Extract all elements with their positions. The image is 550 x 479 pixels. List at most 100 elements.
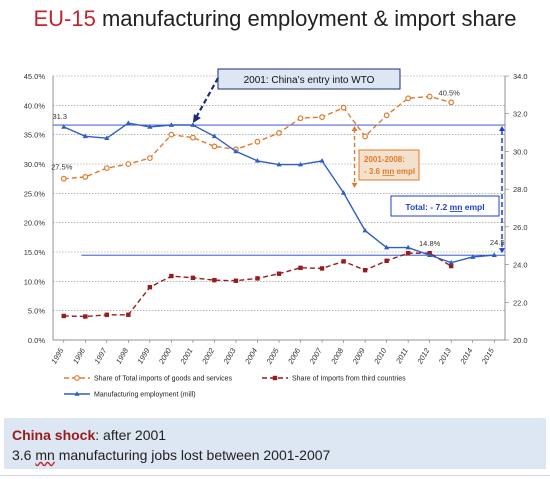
share-total-point [60, 175, 67, 182]
legend-item-employment-label: Manufacturing employment (mill) [94, 392, 196, 399]
share-total-point [405, 95, 412, 102]
x-tick-label: 1997 [92, 346, 109, 366]
share-third-point [298, 265, 303, 271]
y-left-tick-label: 20.0% [24, 219, 46, 228]
x-tick-label: 1999 [135, 346, 152, 366]
total-callout-text: Total: - 7.2 mn empl [405, 202, 484, 212]
x-tick-label: 2001 [178, 347, 195, 367]
x-tick-label: 2002 [200, 346, 217, 367]
total-callout-pre: Total: - 7.2 [405, 202, 449, 212]
y-right-tick-label: 20.0 [513, 336, 528, 345]
period-callout-line2-pre: - 3.6 [364, 167, 382, 176]
share-third-point [448, 263, 454, 269]
share-third-point [255, 276, 260, 281]
employment-point [362, 227, 368, 233]
employment-point [405, 244, 411, 250]
employment-point [125, 120, 131, 125]
caption-box: China shock: after 2001 3.6 mn manufactu… [4, 418, 546, 469]
x-tick-label: 2012 [415, 346, 432, 367]
x-tick-label: 2010 [372, 346, 389, 367]
share-total-point [426, 93, 433, 100]
total-arrow-head-bottom [499, 248, 505, 254]
employment-point [340, 190, 347, 195]
share-third-point [319, 266, 325, 271]
employment-point [491, 252, 497, 257]
caption-line2-unit: mn [35, 447, 55, 463]
caption-line2: 3.6 mn manufacturing jobs lost between 2… [12, 447, 330, 463]
share-total-point [190, 134, 196, 141]
total-arrow-head-top [499, 126, 505, 132]
caption-line1: China shock: after 2001 [12, 427, 166, 443]
legend-item-share-third: Share of Imports from third countries [262, 376, 406, 383]
legend-item-share-total-swatch-marker [74, 375, 80, 381]
employment-point [82, 133, 88, 139]
period-arrow-head-bottom [351, 182, 358, 188]
data-label-share-start: 27.5% [51, 163, 73, 172]
share-total-point [448, 99, 455, 106]
share-total-point [340, 104, 347, 111]
data-label-emp-start: 31.3 [52, 112, 67, 121]
x-tick-label: 2006 [286, 346, 303, 367]
slide-title: EU-15 manufacturing employment & import … [0, 6, 550, 32]
share-third-point [147, 285, 153, 290]
y-left-tick-label: 40.0% [24, 101, 46, 110]
legend-item-share-total-label: Share of Total imports of goods and serv… [94, 376, 233, 383]
legend: Share of Total imports of goods and serv… [64, 375, 406, 399]
share-total-point [254, 138, 261, 145]
employment-point [448, 259, 454, 265]
total-callout-box [390, 195, 500, 217]
share-third-point [341, 259, 346, 264]
x-tick-label: 2003 [221, 346, 238, 367]
period-callout-line2: - 3.6 mn empl [364, 167, 415, 176]
employment-point [233, 148, 239, 154]
y-left-tick-label: 45.0% [24, 72, 46, 81]
reference-lines [53, 124, 505, 256]
employment-point [104, 135, 110, 141]
legend-item-share-third-label: Share of Imports from third countries [292, 376, 406, 383]
share-total-point [82, 174, 89, 180]
caption-line2-pre: 3.6 [12, 447, 36, 463]
period-callout-line2-post: empl [394, 167, 415, 176]
data-label-layer: 31.3 27.5% 40.5% 14.8% 24.5 [51, 88, 504, 248]
y-left-tick-label: 25.0% [24, 189, 46, 198]
share-third-point [61, 313, 66, 319]
employment-point [147, 124, 153, 129]
y-right-tick-label: 34.0 [513, 72, 528, 81]
employment-point [254, 158, 261, 163]
period-callout-box [358, 149, 420, 181]
x-tick-label: 1996 [71, 346, 88, 366]
y-right-tick-label: 30.0 [513, 147, 528, 156]
share-third-point [233, 278, 239, 283]
wto-arrow-line [195, 77, 219, 117]
x-tick-label: 2007 [307, 346, 324, 367]
share-third-point [169, 273, 174, 279]
employment-point [319, 158, 325, 163]
data-label-share-end: 40.5% [439, 88, 461, 97]
share-third-point [362, 267, 368, 273]
y-left-tick-label: 0.0% [28, 336, 45, 345]
x-tick-label: 1995 [49, 346, 66, 366]
employment-point [61, 124, 67, 129]
y-right-tick-label: 24.0 [513, 261, 528, 270]
x-tick-label: 2015 [479, 346, 496, 367]
employment-point [190, 122, 196, 127]
employment-point [211, 133, 218, 139]
employment-point [297, 161, 304, 167]
share-third-point [190, 275, 196, 281]
share-total-point [168, 131, 175, 138]
x-tick-label: 2014 [458, 347, 475, 367]
data-label-third-end: 14.8% [419, 239, 441, 248]
axis-layer: 0.0% 5.0% 10.0% 15.0% 20.0% 25.0% 30.0% 35.0% 40… [24, 72, 528, 366]
employment-point [168, 122, 174, 127]
share-third-point [126, 312, 131, 317]
title-rest: manufacturing employment & import share [95, 6, 517, 31]
employment-point [276, 161, 282, 167]
x-tick-label: 1998 [114, 346, 131, 366]
legend-item-employment: Manufacturing employment (mill) [64, 391, 196, 399]
employment-point [384, 244, 390, 250]
share-third-point [384, 258, 389, 263]
share-total-point [383, 112, 390, 119]
annotation-layer: 2001: China’s entry into WTO 2001-2008: - … [192, 68, 505, 254]
legend-item-employment-swatch-marker [74, 391, 80, 396]
y-left-tick-label: 15.0% [24, 248, 46, 257]
